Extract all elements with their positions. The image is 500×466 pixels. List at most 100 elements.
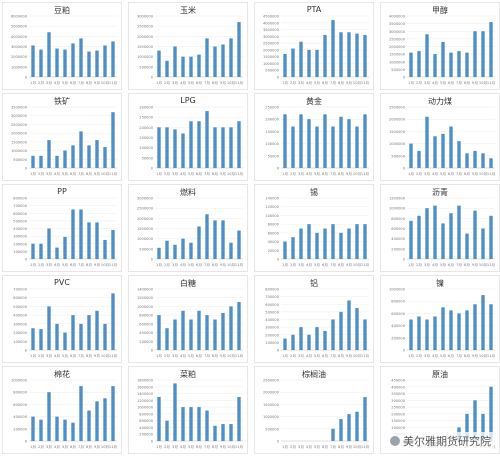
y-tick-label: 500000 bbox=[391, 154, 405, 158]
y-tick-label: 1400000 bbox=[137, 392, 154, 396]
x-tick-label: 5月 bbox=[314, 171, 320, 176]
bar bbox=[339, 419, 343, 441]
bar bbox=[465, 52, 469, 77]
x-tick-label: 9月 bbox=[94, 171, 100, 176]
x-tick-label: 7月 bbox=[204, 262, 210, 267]
chart-svg: 0 500000 1000000 1500000 2000000 2500000 30000… bbox=[263, 15, 369, 86]
bar bbox=[103, 323, 107, 350]
y-tick-label: 400000 bbox=[13, 415, 27, 419]
x-tick-label: 4月 bbox=[180, 444, 186, 449]
bar bbox=[71, 422, 75, 441]
chart-panel: 玉米 0 500000 1000000 1500000 2000000 2500000 300… bbox=[128, 2, 248, 90]
x-tick-label: 11月 bbox=[487, 171, 495, 176]
y-tick-label: 200000 bbox=[13, 331, 27, 335]
bar bbox=[79, 386, 83, 441]
x-tick-label: 3月 bbox=[46, 80, 52, 85]
bar bbox=[355, 308, 359, 350]
bar bbox=[489, 386, 493, 441]
x-tick-label: 1月 bbox=[282, 444, 288, 449]
x-tick-label: 3月 bbox=[172, 171, 178, 176]
bar bbox=[197, 226, 201, 259]
chart-panel: 豆粕 0 1000000 2000000 3000000 4000000 5000000 60… bbox=[2, 2, 122, 90]
y-tick-label: 500000 bbox=[265, 310, 279, 314]
chart-title: 原油 bbox=[432, 370, 448, 379]
x-tick-label: 2月 bbox=[164, 80, 170, 85]
chart-svg: 0 500000 1000000 1500000 2000000 2500000 1月 2月 3… bbox=[263, 379, 369, 450]
x-tick-label: 3月 bbox=[424, 80, 430, 85]
chart-svg: 0 1000000 2000000 3000000 4000000 5000000 6000… bbox=[11, 15, 117, 86]
x-tick-label: 11月 bbox=[487, 262, 495, 267]
bar bbox=[213, 46, 217, 77]
bar bbox=[189, 242, 193, 259]
y-tick-label: 3000000 bbox=[263, 35, 280, 39]
x-tick-label: 7月 bbox=[204, 171, 210, 176]
bar bbox=[197, 407, 201, 441]
bar bbox=[409, 52, 413, 77]
y-tick-label: 500000 bbox=[13, 305, 27, 309]
x-tick-label: 8月 bbox=[86, 444, 92, 449]
y-tick-label: 500000 bbox=[13, 219, 27, 223]
chart-title: 铝 bbox=[310, 279, 318, 288]
bar bbox=[221, 424, 225, 441]
x-tick-label: 10月 bbox=[479, 171, 487, 176]
x-tick-label: 5月 bbox=[314, 262, 320, 267]
bar bbox=[363, 224, 367, 259]
x-tick-label: 7月 bbox=[330, 353, 336, 358]
bar bbox=[481, 153, 485, 168]
x-tick-label: 2月 bbox=[38, 262, 44, 267]
x-tick-label: 6月 bbox=[322, 262, 328, 267]
bar bbox=[339, 116, 343, 168]
y-tick-label: 700000 bbox=[13, 204, 27, 208]
bar bbox=[111, 112, 115, 168]
y-tick-label: 250000 bbox=[139, 116, 153, 120]
x-tick-label: 6月 bbox=[196, 262, 202, 267]
y-tick-label: 1000000 bbox=[11, 65, 28, 69]
bar bbox=[465, 153, 469, 168]
x-tick-label: 10月 bbox=[101, 80, 109, 85]
x-tick-label: 2月 bbox=[290, 444, 296, 449]
bar bbox=[441, 133, 445, 168]
bar bbox=[79, 131, 83, 168]
bar bbox=[31, 45, 35, 77]
y-tick-label: 600000 bbox=[391, 312, 405, 316]
x-tick-label: 4月 bbox=[180, 353, 186, 358]
chart-title: PVC bbox=[54, 278, 70, 287]
y-tick-label: 1500000 bbox=[137, 45, 154, 49]
x-tick-label: 9月 bbox=[472, 80, 478, 85]
bar bbox=[409, 220, 413, 259]
y-tick-label: 400000 bbox=[13, 227, 27, 231]
y-tick-label: 50000 bbox=[268, 154, 280, 158]
x-tick-label: 1月 bbox=[282, 80, 288, 85]
bar bbox=[63, 332, 67, 350]
y-tick-label: 3000000 bbox=[11, 45, 28, 49]
y-tick-label: 140000 bbox=[265, 197, 279, 201]
y-tick-label: 0 bbox=[403, 76, 406, 80]
bar bbox=[47, 392, 51, 441]
y-tick-label: 1000000 bbox=[389, 207, 406, 211]
bar bbox=[331, 224, 335, 259]
chart-svg: 0 500000 1000000 1500000 2000000 2500000 30000… bbox=[137, 15, 243, 86]
x-tick-label: 8月 bbox=[86, 171, 92, 176]
bar bbox=[449, 310, 453, 350]
bar bbox=[441, 41, 445, 77]
x-tick-label: 6月 bbox=[70, 353, 76, 358]
bar bbox=[465, 233, 469, 259]
bar bbox=[323, 34, 327, 77]
bar bbox=[189, 319, 193, 350]
bar bbox=[449, 213, 453, 259]
y-tick-label: 800000 bbox=[391, 300, 405, 304]
x-tick-label: 2月 bbox=[38, 171, 44, 176]
x-tick-label: 10月 bbox=[353, 80, 361, 85]
bar bbox=[323, 228, 327, 259]
y-tick-label: 200000 bbox=[13, 427, 27, 431]
y-tick-label: 150000 bbox=[391, 419, 405, 423]
y-tick-label: 120000 bbox=[265, 205, 279, 209]
y-tick-label: 4000000 bbox=[389, 15, 406, 19]
chart-svg: 0 20000 40000 60000 80000 100000 120000 140000 1… bbox=[265, 197, 369, 268]
bar bbox=[63, 236, 67, 259]
x-tick-label: 1月 bbox=[408, 262, 414, 267]
x-tick-label: 6月 bbox=[196, 444, 202, 449]
x-tick-label: 1月 bbox=[30, 353, 36, 358]
bar bbox=[103, 239, 107, 259]
y-tick-label: 800000 bbox=[13, 391, 27, 395]
